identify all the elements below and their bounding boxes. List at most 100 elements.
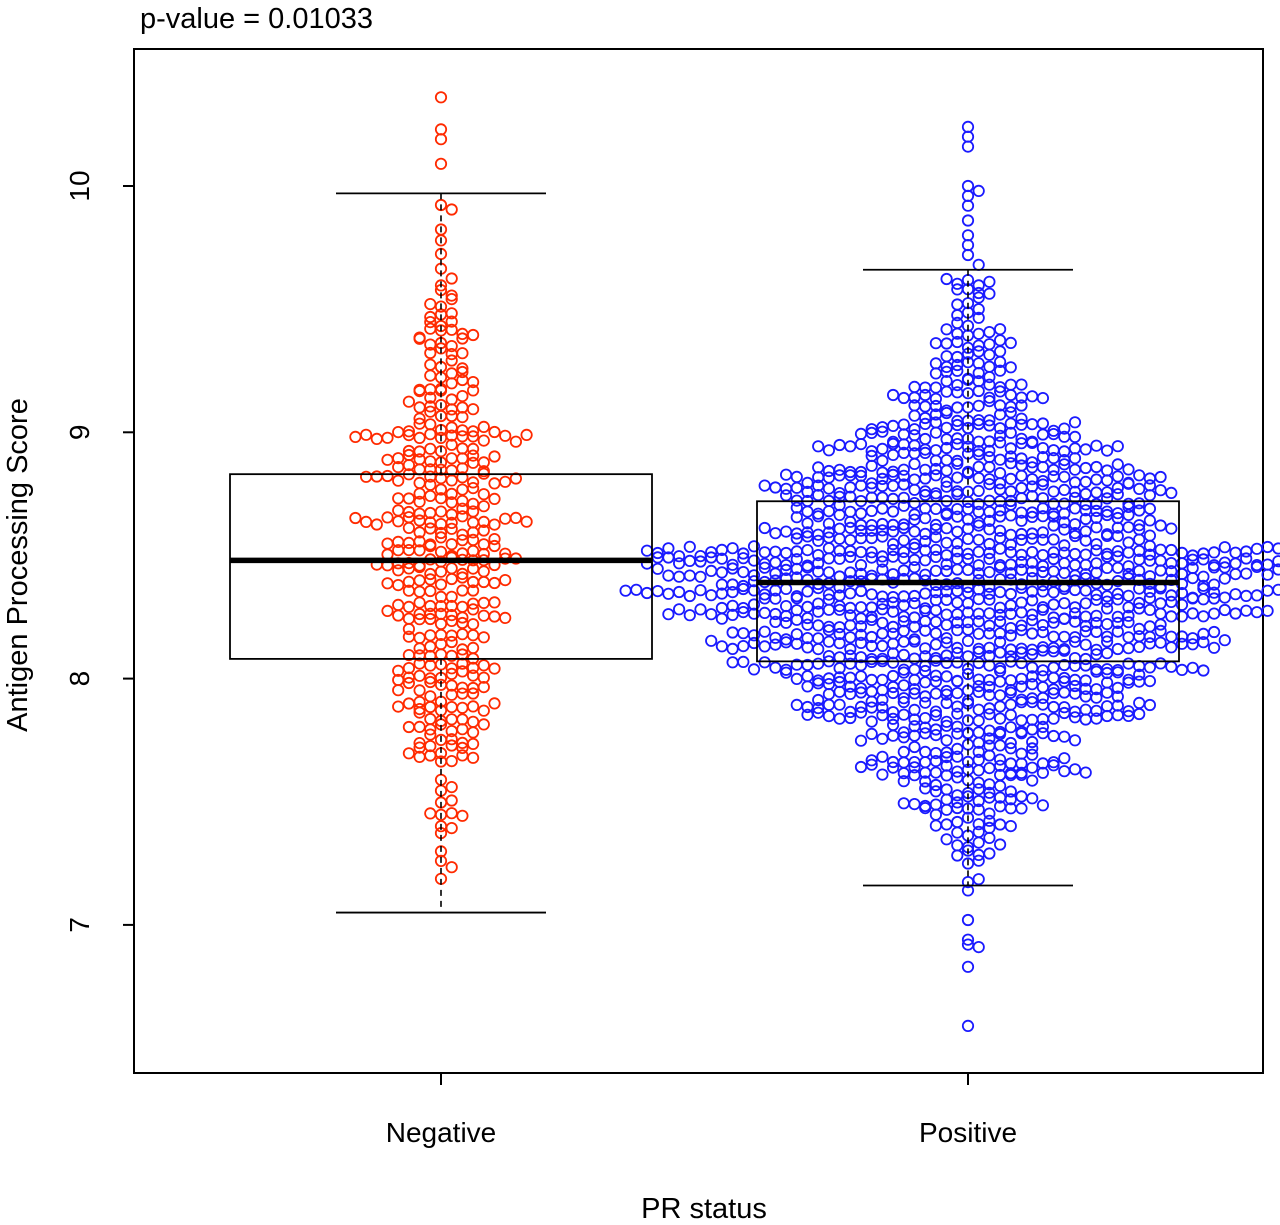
data-point (983, 275, 996, 288)
data-point (434, 91, 448, 104)
data-point (1175, 663, 1189, 677)
data-point (488, 532, 501, 546)
data-point (381, 469, 394, 483)
data-point (456, 347, 469, 360)
data-point (424, 442, 437, 455)
data-point (929, 454, 943, 467)
data-point (737, 547, 750, 560)
data-point (488, 539, 501, 553)
data-point (886, 718, 900, 732)
data-point (951, 510, 964, 523)
data-point (392, 425, 405, 439)
data-point (1101, 561, 1114, 575)
data-point (1111, 561, 1124, 574)
data-point (1079, 461, 1092, 475)
data-point (908, 380, 921, 393)
data-point (812, 565, 825, 578)
data-point (919, 782, 932, 795)
data-point (392, 492, 405, 505)
data-point (413, 384, 426, 398)
data-point (865, 685, 878, 698)
data-point (715, 601, 729, 615)
data-point (983, 739, 996, 752)
data-point (972, 366, 985, 380)
data-point (897, 391, 910, 405)
data-point (466, 562, 480, 575)
data-point (1047, 463, 1060, 476)
data-point (1047, 712, 1060, 725)
data-point (940, 608, 953, 621)
data-point (370, 470, 383, 483)
data-point (1015, 459, 1028, 472)
data-point (844, 521, 857, 535)
data-point (1175, 610, 1189, 623)
data-point (940, 558, 953, 571)
data-point (983, 444, 996, 457)
data-point (769, 567, 782, 580)
data-point (737, 582, 750, 596)
data-point (908, 683, 921, 696)
data-point (1079, 534, 1092, 547)
data-point (1111, 690, 1124, 703)
data-point (854, 479, 868, 492)
data-point (919, 690, 932, 703)
data-point (424, 391, 437, 404)
data-point (466, 700, 480, 713)
data-point (1079, 690, 1092, 703)
data-point (758, 557, 771, 570)
data-point (790, 613, 803, 626)
data-point (983, 414, 996, 427)
data-point (456, 502, 469, 515)
data-point (929, 530, 943, 544)
data-point (1261, 568, 1274, 581)
data-point (424, 567, 437, 581)
data-point (983, 348, 996, 361)
data-point (1208, 578, 1221, 591)
data-point (940, 833, 953, 846)
data-point (897, 418, 910, 431)
data-point (1101, 602, 1114, 615)
data-point (940, 656, 953, 670)
data-point (488, 477, 501, 490)
data-point (402, 661, 415, 675)
data-point (1068, 442, 1082, 455)
data-point (413, 607, 426, 621)
data-point (477, 434, 490, 447)
data-point (349, 430, 362, 443)
data-point (1143, 548, 1157, 561)
data-point (445, 452, 458, 465)
data-point (1058, 497, 1071, 510)
data-point (1036, 698, 1050, 711)
data-point (972, 854, 985, 867)
data-point (1111, 458, 1124, 471)
data-point (876, 442, 889, 455)
data-point (983, 477, 996, 491)
data-point (424, 405, 437, 418)
data-point (1165, 610, 1178, 623)
data-point (886, 627, 900, 640)
data-point (972, 615, 985, 628)
data-point (737, 552, 750, 565)
data-point (1058, 458, 1071, 471)
data-point (477, 515, 490, 529)
data-point (1015, 768, 1028, 782)
data-point (1240, 589, 1253, 603)
data-point (1143, 674, 1157, 688)
data-point (983, 786, 996, 799)
data-point (929, 337, 943, 350)
data-point (940, 350, 953, 363)
data-point (865, 504, 878, 517)
data-point (983, 552, 996, 566)
data-point (833, 486, 846, 500)
data-point (801, 517, 814, 530)
data-point (940, 453, 953, 467)
data-point (445, 590, 458, 603)
data-point (434, 854, 448, 868)
data-point (1036, 510, 1050, 523)
data-point (886, 680, 900, 694)
data-point (844, 680, 857, 693)
data-point (1101, 700, 1114, 713)
data-point (886, 686, 900, 700)
data-point (456, 365, 469, 379)
data-point (672, 585, 686, 599)
